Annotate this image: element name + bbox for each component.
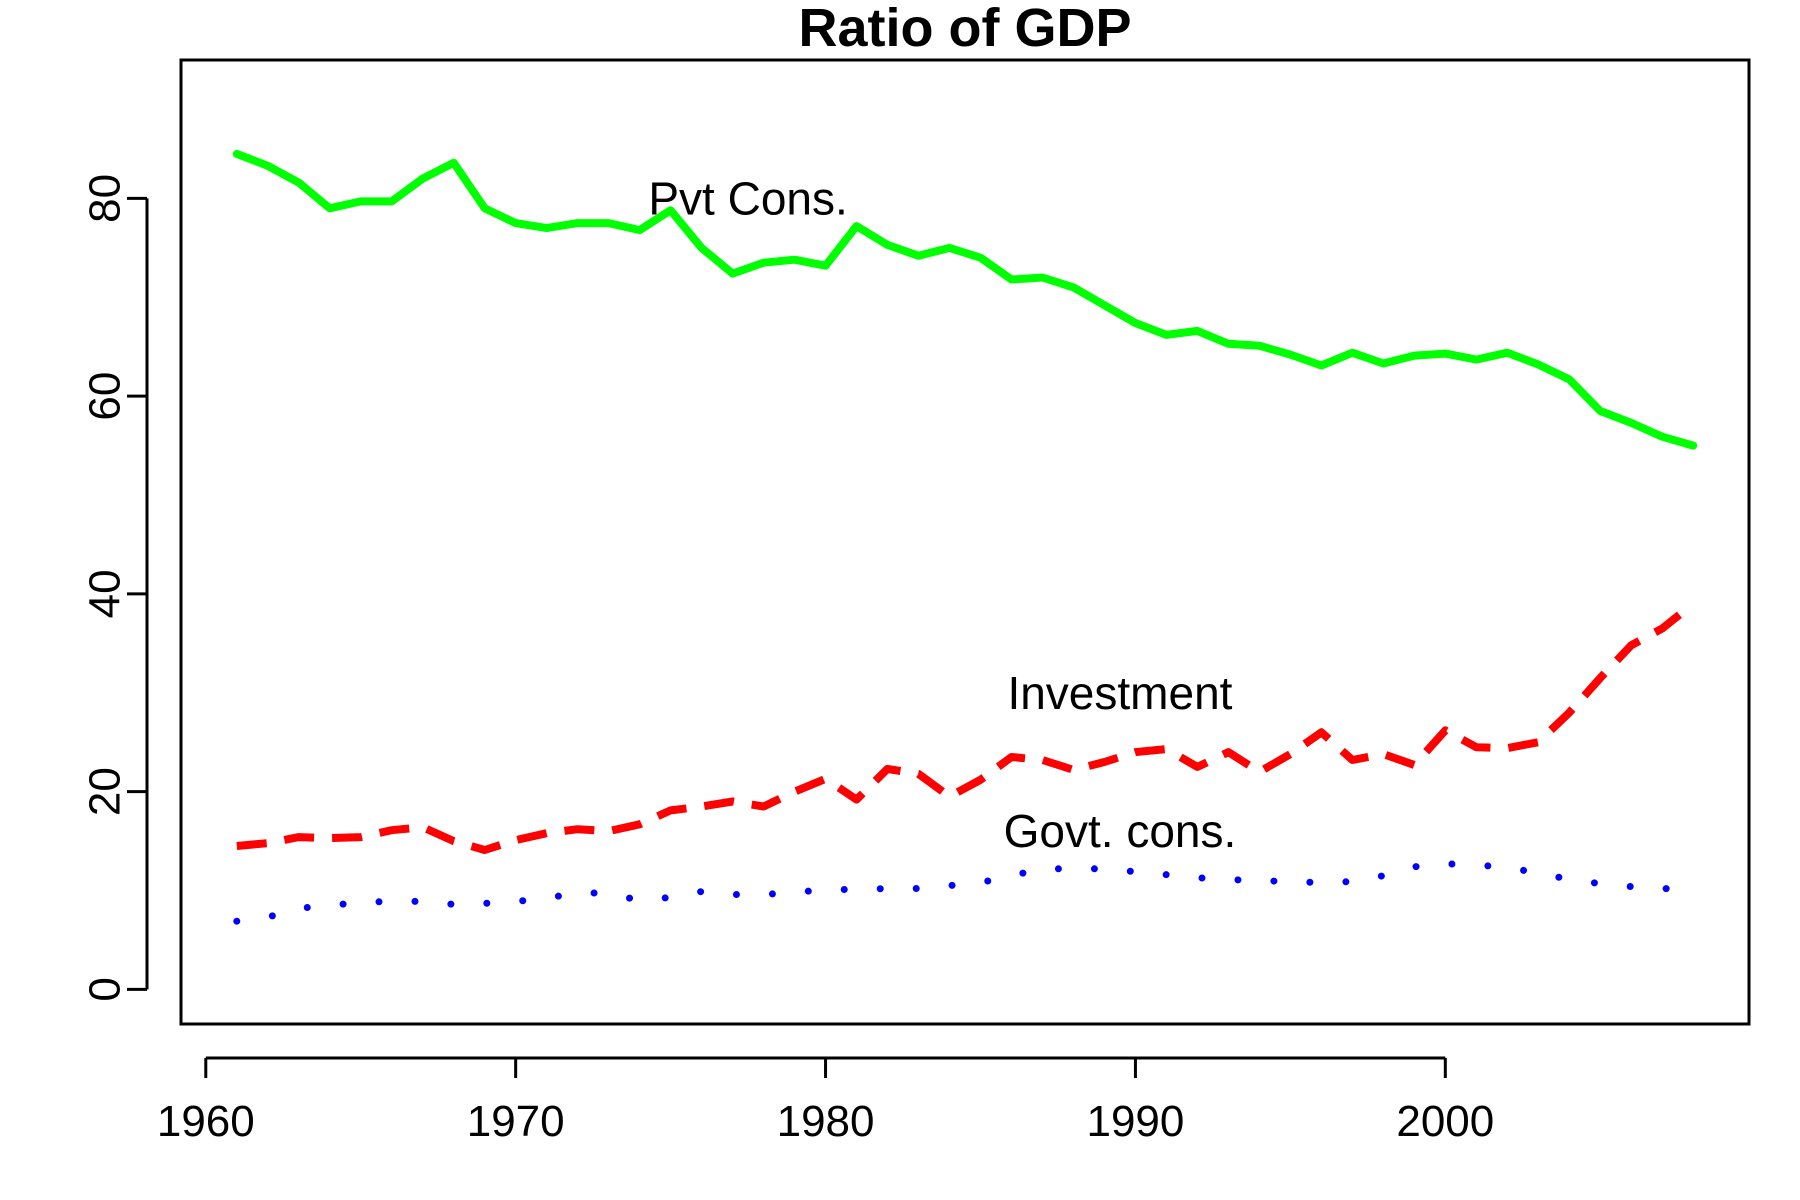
x-tick-label: 2000 xyxy=(1396,1097,1494,1146)
y-tick-label: 60 xyxy=(81,372,130,421)
annotation-label: Govt. cons. xyxy=(1004,805,1237,857)
series-line-pvt-cons xyxy=(232,149,1698,450)
series-layer xyxy=(232,149,1698,925)
y-tick-label: 40 xyxy=(81,569,130,618)
x-tick-label: 1970 xyxy=(467,1097,565,1146)
y-tick-label: 20 xyxy=(81,767,130,816)
annotation-label: Pvt Cons. xyxy=(648,172,847,224)
x-tick-label: 1990 xyxy=(1086,1097,1184,1146)
y-tick-label: 80 xyxy=(81,174,130,223)
plot-frame xyxy=(179,58,1751,1026)
annotation-label: Investment xyxy=(1007,667,1232,719)
y-tick-label: 0 xyxy=(81,977,130,1001)
series-line-investment xyxy=(236,600,1696,854)
y-axis: 0 20 40 60 80 xyxy=(81,174,149,1002)
x-tick-label: 1980 xyxy=(777,1097,875,1146)
series-line-govt-cons xyxy=(233,860,1697,925)
chart-title: Ratio of GDP xyxy=(799,0,1132,58)
annotation-layer: Pvt Cons. Investment Govt. cons. xyxy=(648,172,1236,857)
x-axis: 1960 1970 1980 1990 2000 xyxy=(157,1056,1494,1146)
x-tick-label: 1960 xyxy=(157,1097,255,1146)
